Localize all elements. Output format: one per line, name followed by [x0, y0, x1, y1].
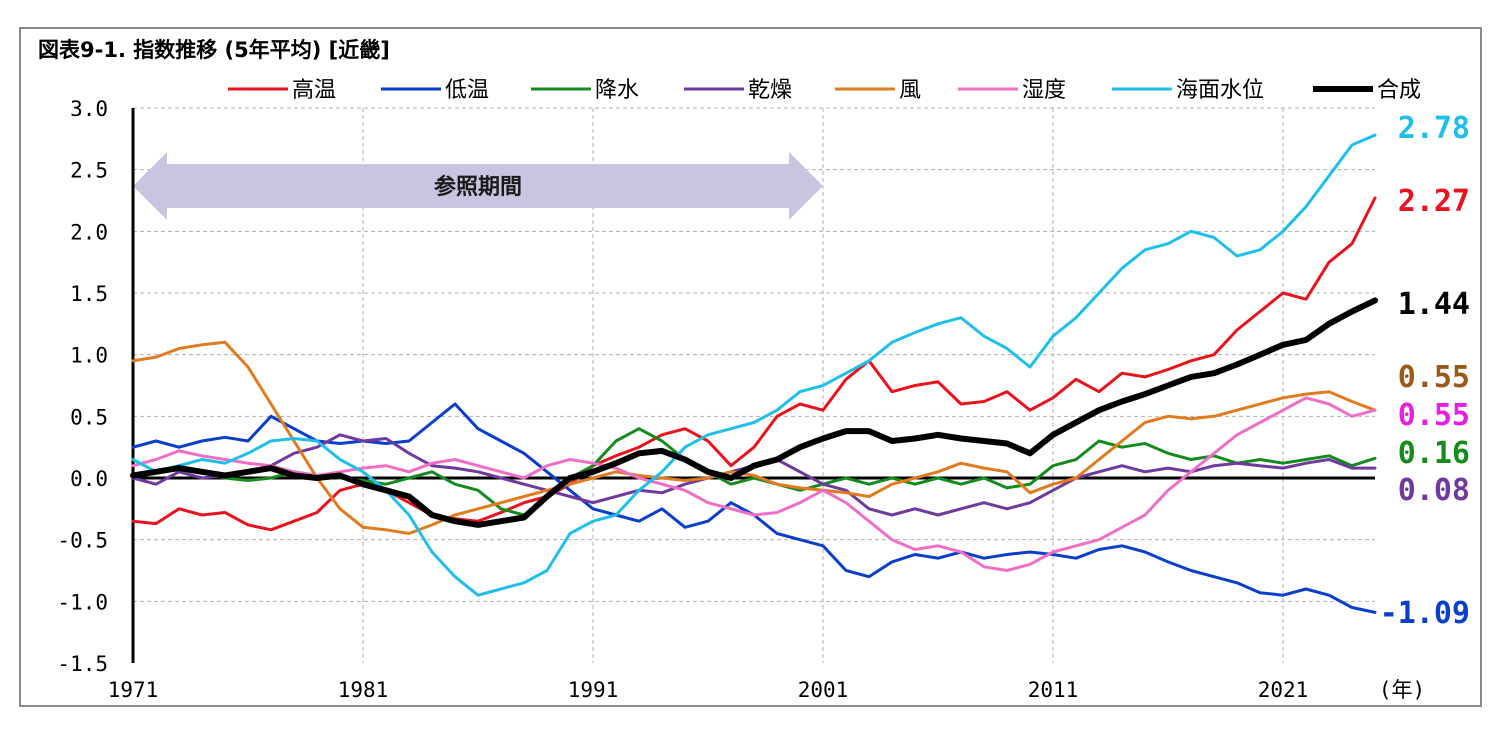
reference-period-label: 参照期間 — [434, 174, 522, 200]
x-tick-label: 2021 — [1258, 678, 1309, 702]
legend-label: 合成 — [1377, 78, 1421, 103]
y-tick-label: 0.5 — [70, 405, 108, 429]
y-tick-label: -0.5 — [57, 529, 108, 553]
series-line-高温 — [131, 196, 1377, 532]
series-end-label: 1.44 — [1398, 287, 1470, 322]
chart-title: 図表9-1. 指数推移 (5年平均) [近畿] — [38, 38, 390, 62]
legend-label: 低温 — [445, 78, 489, 103]
series-line-風 — [131, 340, 1377, 535]
legend-label: 風 — [899, 78, 921, 103]
y-tick-label: 0.0 — [70, 467, 108, 491]
series-end-label: 2.78 — [1398, 111, 1470, 146]
series-end-label: 0.16 — [1398, 436, 1470, 471]
legend-label: 高温 — [292, 78, 336, 103]
x-tick-label: 2011 — [1028, 678, 1079, 702]
x-axis-unit-label: (年) — [1379, 678, 1425, 702]
legend-label: 湿度 — [1022, 78, 1066, 103]
series-end-label: 0.08 — [1398, 473, 1470, 508]
y-tick-label: 2.5 — [70, 159, 108, 183]
x-tick-label: 1981 — [338, 678, 389, 702]
series-line-合成 — [130, 297, 1378, 528]
y-tick-label: 1.5 — [70, 282, 108, 306]
y-tick-label: 1.0 — [70, 344, 108, 368]
legend-label: 乾燥 — [748, 78, 792, 103]
legend: 高温 低温 降水 乾燥 風 湿度 海面水位 合成 — [228, 78, 1421, 103]
y-tick-label: 2.0 — [70, 220, 108, 244]
series-end-label: 2.27 — [1398, 184, 1470, 219]
series-end-label: -1.09 — [1380, 596, 1470, 631]
series-layer — [130, 133, 1378, 614]
x-tick-label: 1971 — [108, 678, 159, 702]
reference-period-arrow — [133, 152, 823, 220]
x-tick-label: 1991 — [568, 678, 619, 702]
end-labels: 2.782.271.440.550.550.160.08-1.09 — [1380, 111, 1470, 631]
series-line-海面水位 — [131, 133, 1377, 597]
reference-period-annotation: 参照期間 — [133, 152, 823, 220]
series-end-label: 0.55 — [1398, 360, 1470, 395]
y-tick-label: 3.0 — [70, 97, 108, 121]
y-tick-label: -1.0 — [57, 590, 108, 614]
x-tick-label: 2001 — [798, 678, 849, 702]
legend-label: 降水 — [595, 78, 639, 103]
series-end-label: 0.55 — [1398, 398, 1470, 433]
series-line-湿度 — [131, 396, 1377, 572]
legend-label: 海面水位 — [1176, 78, 1264, 103]
y-tick-label: -1.5 — [57, 652, 108, 676]
